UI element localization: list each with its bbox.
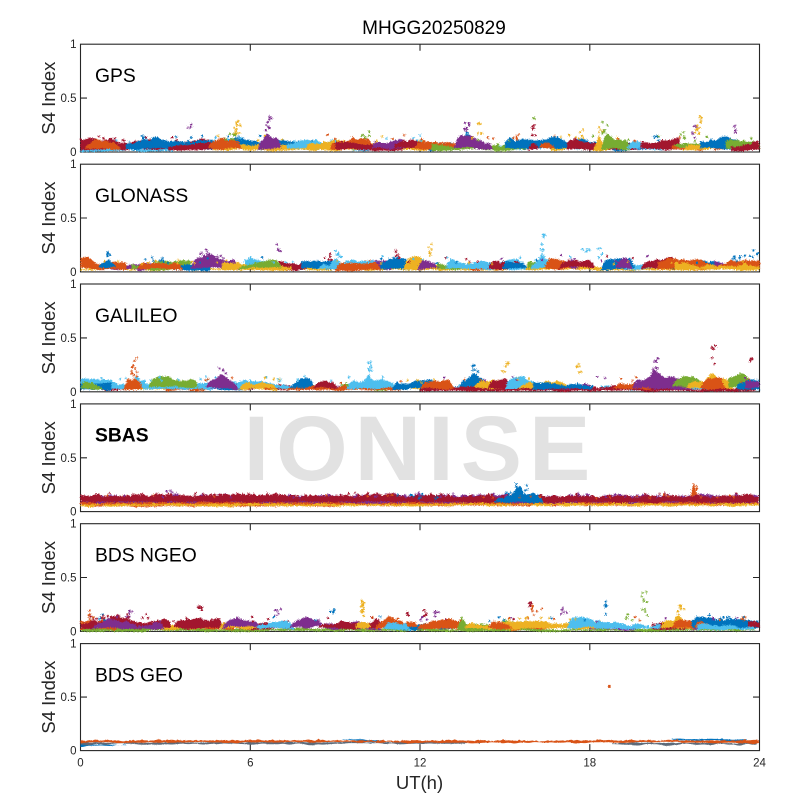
svg-text:S4 Index: S4 Index bbox=[38, 421, 59, 495]
svg-text:MHGG20250829: MHGG20250829 bbox=[362, 18, 506, 39]
svg-text:18: 18 bbox=[583, 758, 596, 770]
svg-text:0: 0 bbox=[70, 746, 76, 758]
svg-text:BDS GEO: BDS GEO bbox=[95, 665, 183, 686]
svg-text:SBAS: SBAS bbox=[95, 426, 149, 447]
svg-text:S4 Index: S4 Index bbox=[38, 660, 59, 734]
svg-text:0.5: 0.5 bbox=[61, 573, 77, 585]
svg-text:GALILEO: GALILEO bbox=[95, 306, 178, 327]
svg-text:1: 1 bbox=[70, 519, 76, 531]
svg-text:1: 1 bbox=[70, 399, 76, 411]
svg-text:1: 1 bbox=[70, 639, 76, 651]
svg-text:0: 0 bbox=[70, 387, 76, 399]
svg-text:1: 1 bbox=[70, 159, 76, 171]
svg-text:1: 1 bbox=[70, 279, 76, 291]
svg-text:0: 0 bbox=[70, 507, 76, 519]
svg-text:12: 12 bbox=[414, 758, 427, 770]
svg-text:0: 0 bbox=[70, 267, 76, 279]
svg-text:0.5: 0.5 bbox=[61, 93, 77, 105]
svg-text:0.5: 0.5 bbox=[61, 692, 77, 704]
svg-text:0.5: 0.5 bbox=[61, 213, 77, 225]
svg-text:S4 Index: S4 Index bbox=[38, 61, 59, 135]
svg-text:IONISE: IONISE bbox=[244, 398, 598, 500]
svg-text:GLONASS: GLONASS bbox=[95, 186, 188, 207]
svg-text:GPS: GPS bbox=[95, 66, 136, 87]
svg-text:BDS NGEO: BDS NGEO bbox=[95, 546, 197, 567]
svg-text:0: 0 bbox=[70, 626, 76, 638]
svg-text:S4 Index: S4 Index bbox=[38, 540, 59, 614]
svg-text:6: 6 bbox=[247, 758, 253, 770]
svg-text:S4 Index: S4 Index bbox=[38, 301, 59, 375]
svg-text:0: 0 bbox=[70, 147, 76, 159]
svg-text:0: 0 bbox=[77, 758, 83, 770]
svg-text:0.5: 0.5 bbox=[61, 333, 77, 345]
svg-text:UT(h): UT(h) bbox=[396, 772, 443, 793]
svg-text:1: 1 bbox=[70, 39, 76, 51]
svg-text:S4 Index: S4 Index bbox=[38, 181, 59, 255]
svg-text:0.5: 0.5 bbox=[61, 453, 77, 465]
svg-text:24: 24 bbox=[753, 758, 766, 770]
